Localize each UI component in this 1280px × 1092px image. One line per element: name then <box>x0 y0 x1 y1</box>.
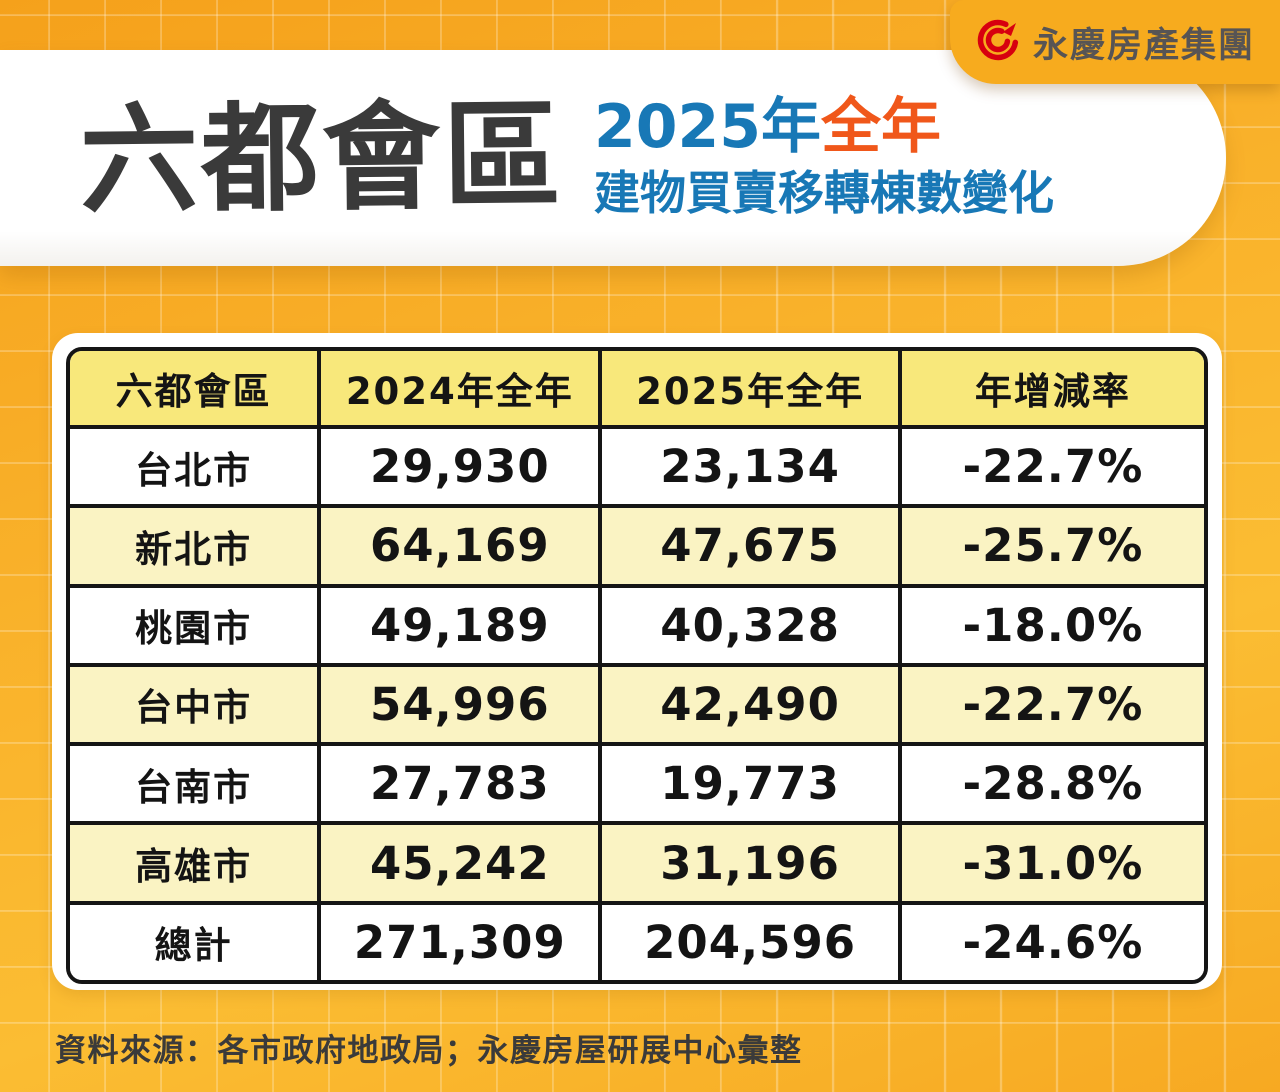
subtitle-line2: 建物買賣移轉棟數變化 <box>594 166 1055 221</box>
cell-yoy: -18.0% <box>897 587 1204 663</box>
data-table-card: 六都會區 2024年全年 2025年全年 年增減率 台北市 29,930 23,… <box>52 333 1222 990</box>
cell-yoy: -24.6% <box>897 904 1204 980</box>
table-row-taichung: 台中市 54,996 42,490 -22.7% <box>70 662 1204 743</box>
cell-city: 高雄市 <box>135 845 253 889</box>
cell-2025: 31,196 <box>598 825 897 901</box>
cell-2025: 23,134 <box>598 429 897 505</box>
table-row-taipei: 台北市 29,930 23,134 -22.7% <box>70 425 1204 505</box>
cell-city: 台北市 <box>135 448 253 492</box>
column-header-2024: 2024年全年 <box>317 351 598 425</box>
cell-2025: 47,675 <box>598 508 897 584</box>
subtitle-year: 2025年 <box>594 92 822 163</box>
data-table: 六都會區 2024年全年 2025年全年 年增減率 台北市 29,930 23,… <box>66 347 1208 984</box>
cell-yoy: -31.0% <box>897 825 1204 901</box>
cell-2025: 42,490 <box>598 666 897 743</box>
table-row-total: 總計 271,309 204,596 -24.6% <box>70 900 1204 980</box>
column-header-yoy: 年增減率 <box>897 351 1204 425</box>
cell-yoy: -22.7% <box>897 429 1204 505</box>
cell-city: 桃園市 <box>135 607 253 651</box>
cell-2025: 19,773 <box>598 746 897 822</box>
cell-yoy: -25.7% <box>897 508 1204 584</box>
table-row-tainan: 台南市 27,783 19,773 -28.8% <box>70 742 1204 822</box>
cell-2024: 29,930 <box>317 429 598 505</box>
cell-2024: 27,783 <box>317 746 598 822</box>
subtitle-period: 全年 <box>821 92 942 163</box>
table-header-row: 六都會區 2024年全年 2025年全年 年增減率 <box>70 351 1204 425</box>
table-row-kaohsiung: 高雄市 45,242 31,196 -31.0% <box>70 821 1204 901</box>
yungching-logo-icon <box>975 17 1021 67</box>
table-row-newtaipei: 新北市 64,169 47,675 -25.7% <box>70 504 1204 584</box>
cell-2025: 40,328 <box>598 587 897 663</box>
page-subtitle: 2025年全年 建物買賣移轉棟數變化 <box>594 96 1054 220</box>
cell-city: 台中市 <box>135 686 253 730</box>
cell-2024: 49,189 <box>317 587 598 663</box>
cell-city: 總計 <box>154 924 233 968</box>
cell-2025: 204,596 <box>598 904 897 980</box>
source-note: 資料來源：各市政府地政局；永慶房屋研展中心彙整 <box>55 1033 803 1069</box>
subtitle-line1: 2025年全年 <box>594 96 1054 159</box>
cell-2024: 64,169 <box>317 508 598 584</box>
title-banner: 六都會區 2025年全年 建物買賣移轉棟數變化 <box>0 50 1226 266</box>
cell-2024: 271,309 <box>317 904 598 980</box>
cell-yoy: -22.7% <box>897 666 1204 743</box>
table-row-taoyuan: 桃園市 49,189 40,328 -18.0% <box>70 583 1204 663</box>
cell-2024: 54,996 <box>317 666 598 743</box>
cell-2024: 45,242 <box>317 825 598 901</box>
brand-name: 永慶房產集團 <box>1032 25 1255 66</box>
brand-tab: 永慶房產集團 <box>950 0 1280 84</box>
cell-city: 台南市 <box>135 765 253 809</box>
cell-yoy: -28.8% <box>897 746 1204 822</box>
page-title: 六都會區 <box>79 86 565 230</box>
column-header-2025: 2025年全年 <box>598 351 897 425</box>
column-header-region: 六都會區 <box>115 370 272 413</box>
cell-city: 新北市 <box>135 527 253 571</box>
